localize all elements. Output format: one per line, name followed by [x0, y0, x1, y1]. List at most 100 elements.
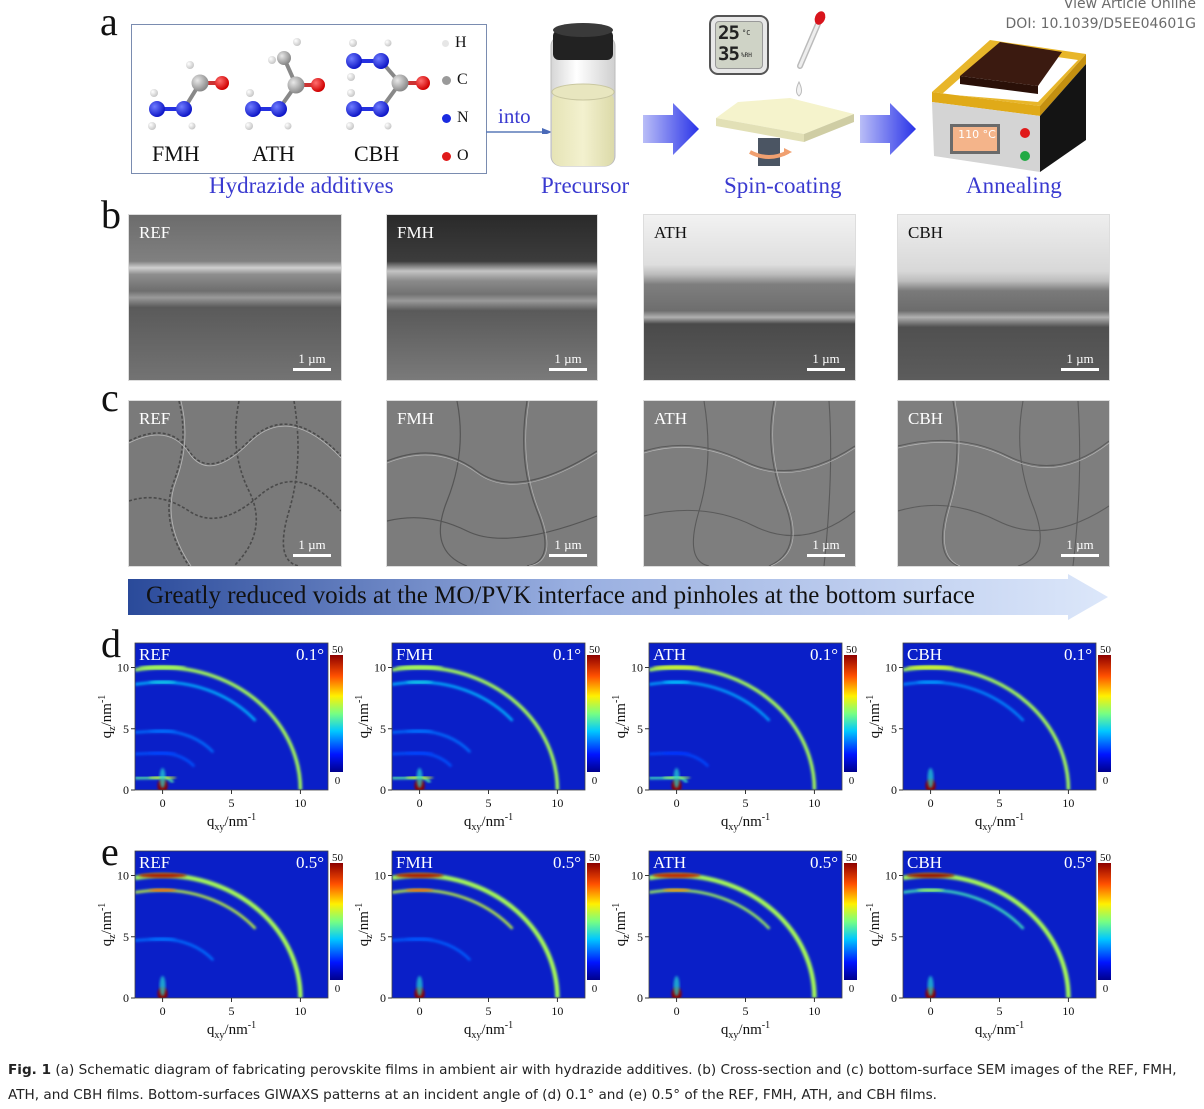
- dropper-icon: [796, 11, 826, 97]
- diffraction-peak-spot: [148, 937, 177, 941]
- diffraction-peak-spot: [662, 680, 691, 684]
- diffraction-peak-spot: [906, 873, 955, 878]
- sem-cross-section-cbh: CBH 1 µm: [897, 214, 1110, 381]
- sem-bottom-surface-ath: ATH 1 µm: [643, 400, 856, 567]
- y-tick-label: 0: [380, 991, 386, 1005]
- improvement-banner-arrow: [128, 574, 1108, 620]
- hydrazide-additives-label: Hydrazide additives: [209, 173, 394, 198]
- colorbar: [1098, 655, 1111, 772]
- scale-bar-label: 1 µm: [298, 537, 326, 552]
- x-axis-label: qxy/nm-1: [464, 1020, 513, 1041]
- x-axis-label: qxy/nm-1: [975, 812, 1024, 833]
- legend-label: N: [457, 109, 469, 126]
- colorbar-max-label: 50: [589, 852, 601, 864]
- x-axis-label: qxy/nm-1: [207, 812, 256, 833]
- hotplate-illustration: [932, 40, 1086, 172]
- y-tick-label: 10: [374, 869, 386, 883]
- giwaxs-d-ath: ATH 0.1° 50 0 0 5 10 0 5 10 qxy/nm-1 qz/nm-1: [612, 642, 858, 833]
- hydrogen-atom-icon: [442, 39, 449, 47]
- molecule-structures-illustration: [148, 38, 430, 130]
- panel-letter-c: c: [101, 375, 119, 420]
- x-axis-label: qxy/nm-1: [464, 812, 513, 833]
- diffraction-peak-spot: [916, 680, 945, 684]
- y-axis-label: qz/nm-1: [612, 695, 632, 739]
- diffraction-peak-spot: [138, 665, 187, 670]
- molecule-name-cbh: CBH: [354, 141, 400, 166]
- precursor-vial-illustration: [550, 23, 616, 167]
- diffraction-peak-spot: [395, 665, 444, 670]
- molecule-name-fmh: FMH: [152, 141, 200, 166]
- grain-texture: [387, 401, 597, 566]
- x-tick-label: 5: [743, 1004, 749, 1018]
- sem-label: ATH: [654, 223, 688, 242]
- ath-molecule: [245, 38, 325, 130]
- diffraction-peak-spot: [148, 680, 177, 684]
- direct-beam-streak: [159, 768, 166, 788]
- y-axis-label: qz/nm-1: [866, 903, 886, 947]
- legend-item-n: N: [442, 109, 469, 127]
- colorbar-min-label: 0: [335, 983, 341, 995]
- direct-beam-streak: [927, 768, 934, 788]
- y-tick-label: 0: [637, 991, 643, 1005]
- incident-angle-label: 0.5°: [1064, 853, 1092, 872]
- sem-bottom-surface-cbh: CBH 1 µm: [897, 400, 1110, 567]
- x-tick-label: 10: [551, 796, 563, 810]
- scale-bar: 1 µm: [293, 537, 331, 557]
- giwaxs-d-ref: REF 0.1° 50 0 0 5 10 0 5 10 qxy/nm-1 qz/nm-1: [98, 642, 344, 833]
- scale-bar: 1 µm: [807, 537, 845, 557]
- incident-angle-label: 0.5°: [553, 853, 581, 872]
- nitrogen-atom-icon: [442, 113, 451, 123]
- colorbar: [330, 863, 343, 980]
- colorbar: [1098, 863, 1111, 980]
- y-tick-label: 5: [123, 930, 129, 944]
- scale-bar-label: 1 µm: [1066, 537, 1094, 552]
- incident-angle-label: 0.1°: [553, 645, 581, 664]
- scale-bar-label: 1 µm: [554, 351, 582, 366]
- x-tick-label: 0: [928, 1004, 934, 1018]
- y-tick-label: 0: [637, 783, 643, 797]
- x-tick-label: 0: [160, 1004, 166, 1018]
- giwaxs-e-ath: ATH 0.5° 50 0 0 5 10 0 5 10 qxy/nm-1 qz/nm-1: [612, 850, 858, 1041]
- step-label-precursor: Precursor: [541, 173, 630, 198]
- panel-letter-e: e: [101, 829, 119, 874]
- x-tick-label: 5: [997, 796, 1003, 810]
- sem-cross-section-ath: ATH 1 µm: [643, 214, 856, 381]
- colorbar-max-label: 50: [332, 852, 344, 864]
- x-tick-label: 0: [417, 796, 423, 810]
- hotplate-temperature-display: 110 °C: [958, 128, 996, 141]
- y-tick-label: 10: [117, 869, 129, 883]
- colorbar-min-label: 0: [849, 983, 855, 995]
- process-arrow-icon: [643, 103, 699, 155]
- direct-beam-streak: [927, 976, 934, 996]
- x-axis-label: qxy/nm-1: [721, 812, 770, 833]
- colorbar-min-label: 0: [592, 775, 598, 787]
- sem-label: FMH: [397, 223, 434, 242]
- view-article-online-link[interactable]: View Article Online: [1063, 0, 1196, 12]
- colorbar-min-label: 0: [1103, 983, 1109, 995]
- sem-label: CBH: [908, 409, 943, 428]
- x-tick-label: 10: [551, 1004, 563, 1018]
- colorbar-max-label: 50: [846, 852, 858, 864]
- x-tick-label: 0: [674, 1004, 680, 1018]
- y-axis-label: qz/nm-1: [355, 903, 375, 947]
- diffraction-peak-spot: [138, 873, 187, 878]
- sample-label: REF: [139, 645, 170, 664]
- x-tick-label: 10: [1062, 796, 1074, 810]
- diffraction-peak-spot: [662, 888, 691, 892]
- x-tick-label: 5: [486, 1004, 492, 1018]
- x-tick-label: 10: [808, 796, 820, 810]
- y-tick-label: 10: [631, 869, 643, 883]
- scale-bar-label: 1 µm: [812, 537, 840, 552]
- grain-texture: [898, 401, 1109, 566]
- figure-caption: Fig. 1 (a) Schematic diagram of fabricat…: [8, 1058, 1198, 1108]
- y-tick-label: 5: [637, 930, 643, 944]
- x-tick-label: 5: [486, 796, 492, 810]
- scale-bar-label: 1 µm: [812, 351, 840, 366]
- colorbar-max-label: 50: [1100, 852, 1112, 864]
- panel-letter-b: b: [101, 192, 121, 237]
- diffraction-peak-spot: [148, 752, 177, 755]
- caption-label: Fig. 1: [8, 1062, 52, 1078]
- colorbar-max-label: 50: [846, 644, 858, 656]
- x-tick-label: 5: [743, 796, 749, 810]
- into-arrow-icon: [486, 128, 552, 134]
